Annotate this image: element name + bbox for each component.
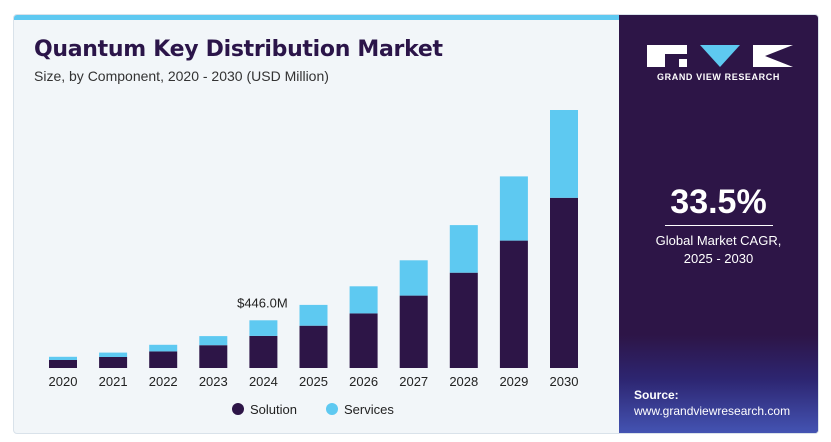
- bar-solution-2020: [49, 360, 77, 368]
- x-tick-label-2028: 2028: [449, 374, 478, 389]
- chart-card: Quantum Key Distribution Market Size, by…: [13, 14, 819, 434]
- sidebar-panel: GRAND VIEW RESEARCH 33.5% Global Market …: [619, 15, 818, 433]
- cagr-label-line2: 2025 - 2030: [683, 251, 754, 266]
- x-tick-label-2020: 2020: [49, 374, 78, 389]
- cagr-label: Global Market CAGR, 2025 - 2030: [619, 232, 818, 268]
- bar-solution-2021: [99, 357, 128, 368]
- bar-solution-2024: [249, 335, 278, 368]
- data-label-2024: $446.0M: [237, 295, 288, 310]
- chart-subtitle: Size, by Component, 2020 - 2030 (USD Mil…: [34, 68, 329, 84]
- x-tick-label-2024: 2024: [249, 374, 278, 389]
- x-tick-label-2027: 2027: [399, 374, 428, 389]
- bar-solution-2030: [550, 197, 578, 368]
- cagr-divider: [665, 225, 773, 226]
- bar-services-2021: [99, 352, 128, 357]
- bar-services-2029: [499, 176, 528, 241]
- bar-services-2026: [349, 286, 378, 314]
- source-link[interactable]: www.grandviewresearch.com: [634, 404, 791, 418]
- stacked-bar-chart: 2020 2021 2022 2023 2024 $446.0M 2025 2026 2027 2…: [49, 110, 579, 417]
- bar-services-2020: [49, 356, 77, 360]
- bar-solution-2027: [399, 295, 428, 368]
- accent-bar: [14, 15, 619, 20]
- bar-solution-2029: [499, 240, 528, 368]
- bar-solution-2022: [149, 351, 178, 368]
- bar-solution-2023: [199, 345, 228, 368]
- bar-services-2027: [399, 260, 428, 296]
- gvr-logo-icon: [647, 45, 793, 67]
- x-tick-label-2023: 2023: [199, 374, 228, 389]
- x-tick-label-2030: 2030: [550, 374, 579, 389]
- sidebar-glow: [619, 335, 818, 433]
- cagr-label-line1: Global Market CAGR,: [655, 233, 782, 248]
- legend-marker-services: [326, 403, 338, 415]
- bar-solution-2028: [449, 272, 478, 368]
- bar-services-2024: [249, 320, 278, 336]
- chart-title: Quantum Key Distribution Market: [34, 37, 443, 62]
- x-tick-label-2029: 2029: [499, 374, 528, 389]
- bar-services-2025: [299, 304, 328, 326]
- bar-services-2030: [550, 110, 578, 198]
- bar-solution-2025: [299, 325, 328, 368]
- bar-services-2022: [149, 344, 178, 352]
- bar-solution-2026: [349, 313, 378, 368]
- x-tick-label-2026: 2026: [349, 374, 378, 389]
- source-label: Source:: [634, 388, 679, 402]
- x-tick-label-2025: 2025: [299, 374, 328, 389]
- x-tick-label-2021: 2021: [99, 374, 128, 389]
- legend-label-services: Services: [344, 402, 394, 417]
- bar-services-2023: [199, 336, 228, 346]
- legend-marker-solution: [232, 403, 244, 415]
- legend-label-solution: Solution: [250, 402, 297, 417]
- cagr-value: 33.5%: [670, 183, 767, 221]
- x-tick-label-2022: 2022: [149, 374, 178, 389]
- brand-name: GRAND VIEW RESEARCH: [657, 72, 780, 82]
- bar-services-2028: [449, 225, 478, 273]
